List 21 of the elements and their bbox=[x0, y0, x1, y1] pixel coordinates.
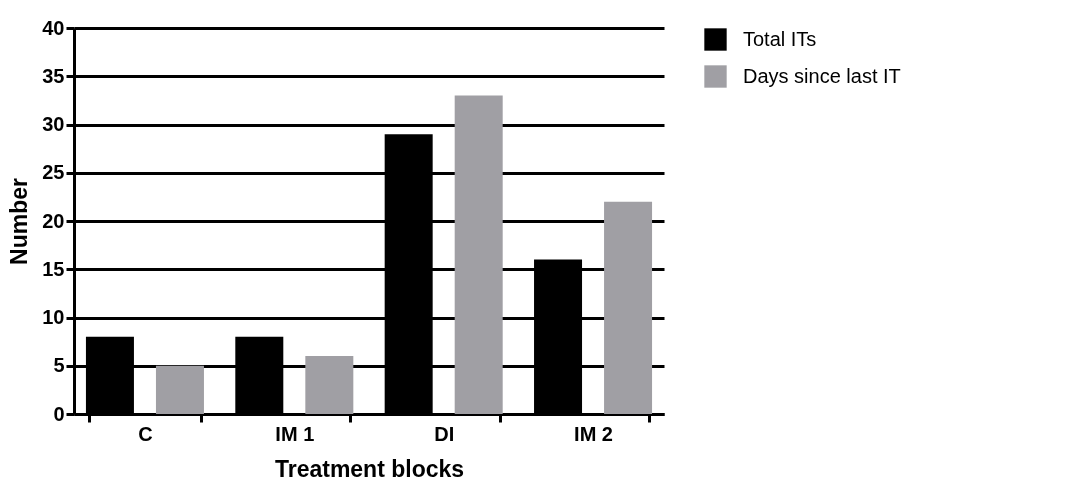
y-axis-title: Number bbox=[6, 178, 33, 265]
y-tick-label: 30 bbox=[42, 113, 65, 135]
y-tick-label: 20 bbox=[42, 209, 65, 232]
x-tick-label: DI bbox=[434, 422, 455, 445]
bar bbox=[604, 201, 653, 414]
x-tick-label: IM 2 bbox=[574, 422, 613, 445]
bar bbox=[454, 95, 503, 414]
y-tick-label: 15 bbox=[42, 257, 65, 280]
x-tick-label: IM 1 bbox=[275, 422, 315, 445]
y-tick-label: 0 bbox=[53, 402, 65, 425]
y-tick-label: 35 bbox=[42, 64, 65, 87]
legend-label: Days since last IT bbox=[743, 64, 901, 87]
legend-label: Total ITs bbox=[743, 27, 817, 50]
y-tick-label: 40 bbox=[42, 16, 65, 39]
bar bbox=[155, 365, 204, 414]
y-tick-label: 5 bbox=[53, 354, 65, 377]
bar bbox=[305, 356, 354, 414]
x-tick-label: C bbox=[138, 422, 153, 445]
x-axis-title: Treatment blocks bbox=[274, 455, 465, 482]
y-tick-label: 10 bbox=[42, 306, 65, 328]
y-tick-label: 25 bbox=[42, 161, 65, 184]
